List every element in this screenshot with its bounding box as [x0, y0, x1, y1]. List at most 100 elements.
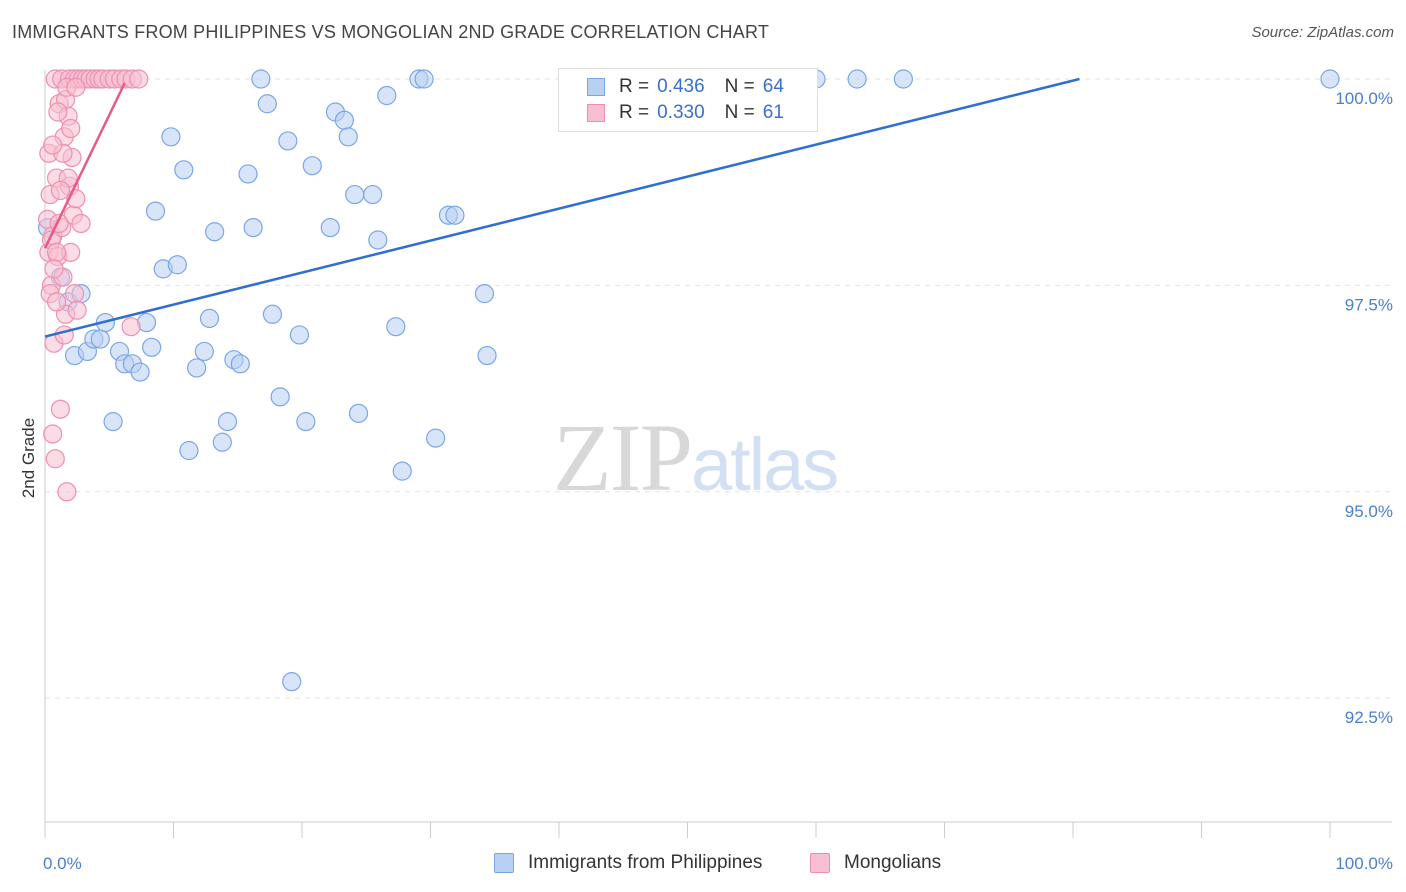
data-point [43, 424, 63, 444]
y-tick-label: 95.0% [1345, 502, 1393, 521]
y-axis-label: 2nd Grade [19, 418, 38, 498]
x-tick-label: 0.0% [43, 854, 82, 873]
x-tick-label: 100.0% [1335, 854, 1393, 873]
data-point [67, 300, 87, 320]
data-point [426, 428, 446, 448]
data-point [392, 461, 412, 481]
legend-r-label: R = [619, 102, 650, 123]
data-point [251, 69, 271, 89]
data-point [121, 317, 141, 337]
data-point [57, 482, 77, 502]
data-point [414, 69, 434, 89]
axes [44, 70, 1392, 838]
data-point [338, 127, 358, 147]
data-point [212, 432, 232, 452]
data-point [230, 354, 250, 374]
data-point [320, 218, 340, 238]
data-point [64, 284, 85, 304]
data-point [262, 304, 283, 324]
legend-label-mongolians: Mongolians [844, 852, 942, 873]
legend-row-mongolians: R = 0.330 N = 61 [587, 101, 792, 125]
legend-r-value: 0.436 [657, 76, 705, 97]
legend-r-label: R = [619, 76, 650, 97]
data-point [348, 403, 369, 423]
data-point [386, 317, 406, 337]
data-point [194, 341, 214, 362]
data-point [217, 412, 238, 432]
trendline [43, 82, 126, 249]
chart-title: IMMIGRANTS FROM PHILIPPINES VS MONGOLIAN… [12, 22, 770, 42]
data-point [345, 184, 365, 205]
legend-n-value: 61 [762, 102, 784, 123]
data-point [238, 164, 258, 184]
data-point [167, 255, 187, 275]
legend-swatch-blue [587, 78, 605, 96]
legend-row-philippines: R = 0.436 N = 64 [587, 75, 792, 99]
y-tick-label: 100.0% [1335, 89, 1393, 108]
series-legend: Immigrants from Philippines Mongolians [0, 852, 1406, 878]
data-point [43, 135, 63, 155]
data-point [199, 308, 220, 329]
data-point [270, 387, 290, 407]
data-point [289, 325, 310, 345]
data-point [90, 329, 110, 349]
data-point [179, 440, 199, 461]
source-credit: Source: ZipAtlas.com [1251, 24, 1394, 41]
watermark-zip: ZIP [553, 404, 693, 511]
data-point [46, 242, 67, 262]
data-point [130, 362, 150, 382]
data-point [103, 412, 123, 432]
data-point [474, 284, 495, 304]
data-point [46, 292, 67, 312]
legend-n-value: 64 [762, 76, 784, 97]
legend-swatch-pink [810, 853, 830, 873]
data-point [44, 259, 64, 279]
data-point [477, 345, 497, 366]
data-point [363, 184, 383, 205]
legend-item-philippines[interactable]: Immigrants from Philippines [494, 852, 762, 874]
trendlines [43, 77, 1080, 338]
legend-r-value: 0.330 [657, 102, 705, 123]
y-tick-label: 92.5% [1345, 708, 1393, 727]
stats-legend: R = 0.436 N = 64 R = 0.330 N = 61 [558, 68, 818, 132]
legend-n-label: N = [724, 76, 755, 97]
data-point [282, 672, 302, 692]
legend-label-philippines: Immigrants from Philippines [528, 852, 763, 873]
legend-item-mongolians[interactable]: Mongolians [810, 852, 941, 874]
data-point [61, 118, 81, 139]
legend-swatch-pink [587, 104, 605, 122]
data-point [54, 325, 74, 345]
data-point [71, 213, 91, 234]
data-point [66, 77, 86, 97]
data-point [257, 94, 277, 114]
data-point [296, 412, 316, 432]
series-philippines-points [37, 69, 1340, 692]
data-point [45, 449, 65, 469]
legend-swatch-blue [494, 853, 514, 873]
data-point [174, 160, 194, 180]
legend-n-label: N = [724, 102, 755, 123]
data-point [847, 69, 867, 89]
data-point [187, 358, 207, 378]
watermark: ZIPatlas [553, 402, 839, 513]
data-point [278, 131, 298, 151]
trendline [44, 77, 1080, 338]
data-point [142, 337, 162, 357]
data-point [50, 399, 71, 419]
data-point [334, 110, 355, 130]
tick-labels: 100.0% 97.5% 95.0% 92.5% 0.0% 100.0% [43, 89, 1393, 873]
data-point [161, 127, 181, 147]
data-point [368, 230, 388, 250]
data-point [1320, 69, 1340, 89]
data-point [377, 85, 397, 106]
data-point [205, 222, 225, 242]
y-tick-label: 97.5% [1345, 295, 1393, 314]
series-mongolians-points [37, 69, 149, 502]
data-point [243, 218, 263, 238]
data-point [50, 180, 71, 201]
data-point [302, 156, 322, 176]
data-point [48, 102, 68, 122]
data-point [129, 69, 149, 89]
data-point [145, 201, 166, 221]
